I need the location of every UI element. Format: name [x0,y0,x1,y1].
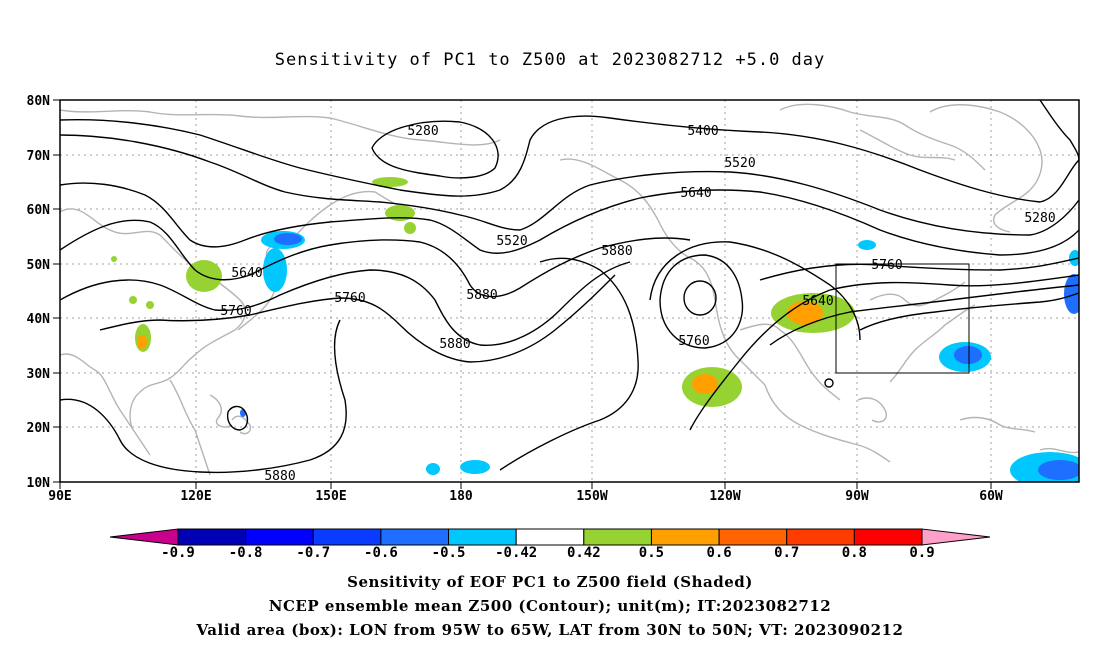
footer-valid-area: Valid area (box): LON from 95W to 65W, L… [196,621,904,639]
colorbar-label: -0.6 [364,545,398,561]
contour-label: 5280 [1024,211,1055,226]
lat-label: 20N [27,421,51,436]
contour-label: 5760 [334,291,365,306]
colorbar-cell [853,528,923,546]
chart-title: Sensitivity of PC1 to Z500 at 2023082712… [274,50,826,70]
lat-label: 10N [27,476,51,491]
colorbar-cell [515,528,585,546]
contour-label: 5520 [724,156,755,171]
colorbar-low-end [109,528,179,546]
colorbar-cell [718,528,788,546]
contour-labels: 5280 5400 5520 5640 5280 5520 5880 5640 … [220,124,1055,484]
contour-label: 5280 [407,124,438,139]
colorbar-label: -0.8 [229,545,263,561]
colorbar-label: -0.7 [296,545,330,561]
footer-shading-description: Sensitivity of EOF PC1 to Z500 field (Sh… [347,573,753,591]
plot-frame [59,99,1080,483]
lat-label: 70N [27,149,51,164]
contour-label: 5760 [220,304,251,319]
contour-label: 5760 [678,334,709,349]
colorbar-cell [312,528,382,546]
lon-label: 90E [48,489,71,504]
colorbar-cell [380,528,450,546]
colorbar-cell [583,528,652,546]
colorbar-cell [245,528,314,546]
contour-label: 5640 [231,266,262,281]
contour-label: 5520 [496,234,527,249]
lat-label: 40N [27,312,51,327]
contour-label: 5640 [680,186,711,201]
contour-label: 5760 [871,258,902,273]
colorbar-cell [448,528,517,546]
colorbar-label: 0.6 [706,545,731,561]
lat-label: 60N [27,203,51,218]
lat-label: 50N [27,258,51,273]
colorbar-label: 0.8 [842,545,867,561]
footer-contour-description: NCEP ensemble mean Z500 (Contour); unit(… [268,597,832,615]
latitude-axis: 80N 70N 60N 50N 40N 30N 20N 10N [27,94,60,491]
lon-label: 150W [576,489,607,504]
contour-label: 5880 [264,469,295,484]
lat-label: 30N [27,367,51,382]
colorbar-cell [650,528,720,546]
colorbar-cell [786,528,855,546]
lon-label: 150E [315,489,346,504]
lon-label: 120E [180,489,211,504]
sensitivity-shading [111,177,1079,482]
z500-contours [60,100,1079,474]
colorbar-label: -0.5 [432,545,466,561]
colorbar-high-end [921,528,991,546]
lon-label: 180 [449,489,473,504]
contour-label: 5880 [466,288,497,303]
colorbar: -0.9 -0.8 -0.7 -0.6 -0.5 -0.42 0.42 0.5 0.6 0.7 0.… [109,528,991,561]
colorbar-label: 0.42 [567,545,601,561]
colorbar-cell [177,528,247,546]
contour-label: 5880 [439,337,470,352]
valid-area-box [835,263,970,374]
lon-label: 120W [709,489,740,504]
colorbar-label: -0.42 [495,545,537,561]
colorbar-label: 0.7 [774,545,799,561]
colorbar-label: -0.9 [161,545,195,561]
lon-label: 60W [979,489,1003,504]
contour-label: 5880 [601,244,632,259]
colorbar-label: 0.9 [909,545,934,561]
lon-label: 90W [845,489,869,504]
contour-label: 5640 [802,294,833,309]
contour-label: 5400 [687,124,718,139]
longitude-axis: 90E 120E 150E 180 150W 120W 90W 60W [48,482,1003,504]
lat-label: 80N [27,94,51,109]
colorbar-label: 0.5 [639,545,664,561]
